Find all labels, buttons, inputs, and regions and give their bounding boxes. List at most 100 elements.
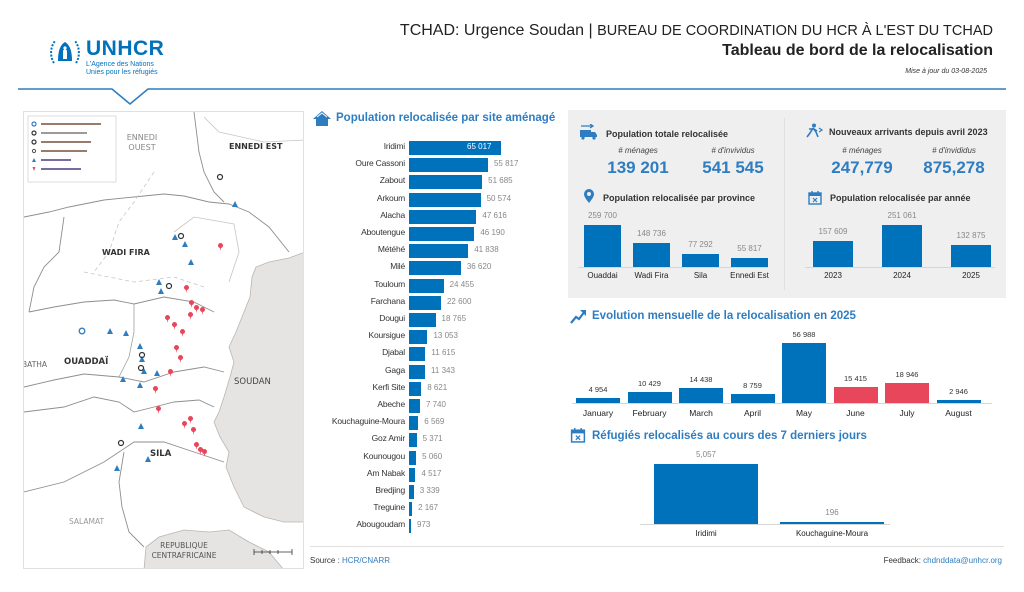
site-label: Zabout [379,175,405,186]
site-row: Gaga 11 343 [310,364,560,380]
bar-value-label: 18 946 [895,370,919,380]
bar [730,393,775,403]
bar [833,386,878,403]
site-bar [409,381,422,396]
site-row: Abougoudam 973 [310,518,560,534]
bar [780,521,884,524]
site-row: Treguine 2 167 [310,501,560,517]
map-area-rca [143,529,283,568]
bar-value-label: 10 429 [638,379,661,389]
map-label-wadi-fira: WADI FIRA [102,248,151,257]
site-value-label: 8 621 [427,382,448,392]
bar-value-label: 2 946 [949,386,968,396]
site-label: Abeche [377,399,405,409]
site-value-label: 22 600 [446,296,472,306]
bar [679,387,723,403]
bar [936,399,981,403]
bar-value-label: 132 875 [956,230,986,240]
arrivals-households-label: # ménages [842,146,882,155]
site-value-label: 46 190 [480,228,505,237]
site-value-label: 7 740 [425,400,446,409]
site-bar [409,399,420,413]
site-bar [409,416,419,431]
bar-value-label: 14 438 [689,374,713,384]
site-row: Arkoum 50 574 [310,192,560,208]
site-value-label: 11 343 [431,365,455,375]
site-label: Goz Amir [371,433,406,444]
site-row: Am Nabak 4 517 [310,467,560,483]
unhcr-logo: UNHCR L'Agence des Nations Unies pour le… [48,37,178,77]
site-row: Oure Cassoni 55 817 [310,157,560,173]
site-row: Météhé 41 838 [310,243,560,259]
site-label: Koursigue [368,330,406,341]
site-bar [409,175,483,190]
bar-category-label: August [945,408,972,418]
site-label: Farchana [370,295,406,306]
site-row: Kouchaguine-Moura 6 569 [310,415,560,431]
chart-baseline [572,403,992,404]
bar-category-label: Ouaddai [587,271,618,280]
site-value-label: 18 765 [441,314,467,323]
feedback-email-link[interactable]: chdnddata@unhcr.org [923,556,1002,565]
logo-wordmark: UNHCR [86,37,165,60]
map-label-ennedi-est: ENNEDI EST [229,142,283,151]
source-label: Source : [310,556,343,565]
site-label: Gaga [385,364,405,375]
map-label-rca-1: REPUBLIQUE [160,541,208,550]
bar-category-label: Wadi Fira [634,271,669,280]
site-bar [409,192,481,207]
bar [654,464,758,524]
running-person-icon [806,123,824,138]
site-row: Kerfi Site 8 621 [310,381,560,397]
site-value-label: 55 817 [493,159,519,169]
bar [951,244,991,267]
arrivals-individuals-value: 875,278 [923,158,985,177]
page-title: Tableau de bord de la relocalisation [722,42,993,59]
site-row: Koursigue 13 053 [310,329,560,345]
site-row: Djabal 11 615 [310,346,560,362]
source-link[interactable]: HCR/CNARR [342,556,391,565]
site-row: Farchana 22 600 [310,295,560,311]
site-row: Aboutengue 46 190 [310,226,560,242]
map-label-sila: SILA [150,449,172,459]
site-label: Kerfi Site [372,381,406,392]
map-label-rca-2: CENTRAFRICAINE [152,551,217,560]
site-value-label: 973 [417,520,431,530]
feedback-note: Feedback: chdnddata@unhcr.org [884,556,1002,565]
site-label: Milé [390,261,405,272]
site-bar [409,261,461,276]
bar-category-label: Kouchaguine-Moura [795,529,869,538]
site-row: Iridimi 65 017 [310,140,560,156]
site-row: Zabout 51 685 [310,174,560,190]
map-label-ennedi-ouest-2: OUEST [128,143,155,152]
bar [782,343,826,403]
site-label: Iridimi [383,141,405,151]
map-label-batha: BATHA [24,360,48,369]
site-bar [409,467,416,482]
map-canvas: ENNEDI OUEST ENNEDI EST WADI FIRA OUADDA… [24,112,303,568]
truck-icon [580,124,597,140]
week-chart-title: Réfugiés relocalisés au cours des 7 dern… [592,430,867,442]
bar [584,225,621,267]
header-line1: TCHAD: Urgence Soudan | BUREAU DE COORDI… [400,22,993,40]
chart-baseline [640,524,890,525]
year-bar-chart: 157 609 2023 251 061 2024 132 875 2025 [805,205,1000,285]
site-bar [409,227,475,241]
chart-baseline [805,267,995,268]
total-households-value: 139 201 [607,158,669,177]
site-value-label: 47 616 [482,210,507,220]
bar-value-label: 77 292 [688,240,713,250]
site-row: Kounougou 5 060 [310,450,560,466]
site-row: Alacha 47 616 [310,209,560,225]
site-label: Djabal [382,347,405,358]
province-chart-title: Population relocalisée par province [603,193,756,203]
bar-value-label: 196 [825,507,839,517]
site-row: Touloum 24 455 [310,278,560,294]
map-area-sudan [213,252,303,523]
bar [627,392,672,403]
site-value-label: 50 574 [486,193,512,203]
site-label: Aboutengue [361,227,405,237]
site-value-label: 24 455 [449,279,475,289]
site-row: Dougui 18 765 [310,312,560,328]
bar-category-label: January [582,408,614,418]
